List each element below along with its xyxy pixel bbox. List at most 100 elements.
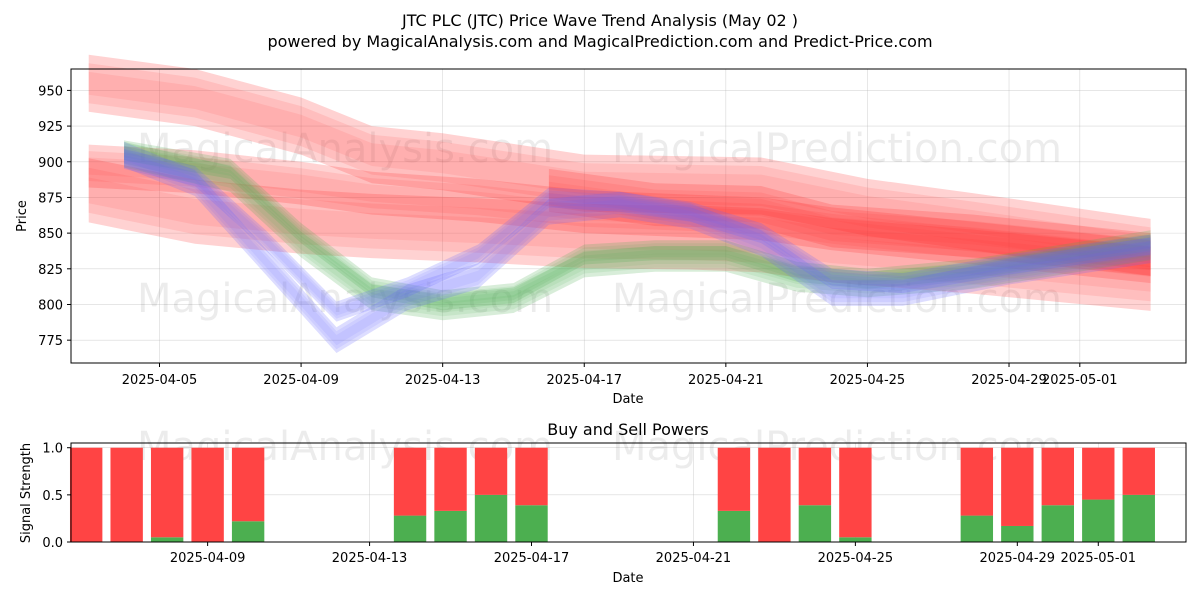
wave-band — [88, 157, 1151, 271]
sell-bar — [69, 447, 103, 542]
power-bars — [69, 447, 1155, 542]
x-tick-label: 2025-04-17 — [494, 551, 570, 566]
figure-subtitle: powered by MagicalAnalysis.com and Magic… — [267, 32, 932, 51]
sell-bar — [1001, 447, 1034, 526]
price-wave-bands — [88, 54, 1151, 353]
y-tick-label: 825 — [38, 263, 63, 278]
wave-band — [88, 71, 1151, 259]
sell-bar — [434, 447, 467, 511]
sell-bar — [839, 447, 872, 538]
x-tick-label: 2025-04-09 — [170, 551, 246, 566]
power-y-ticks: 0.0 0.5 1.0 — [42, 442, 71, 551]
price-x-ticks: 2025-04-05 2025-04-09 2025-04-13 2025-04-17… — [122, 363, 1118, 388]
buy-bar — [1001, 525, 1034, 542]
wave-band — [124, 141, 1151, 353]
wave-band — [88, 144, 1151, 284]
price-gridlines — [71, 69, 1186, 363]
y-tick-label: 0.5 — [42, 489, 63, 504]
sell-bar — [515, 447, 548, 506]
watermark: MagicalPrediction.com — [612, 126, 1062, 172]
y-tick-label: 900 — [38, 156, 63, 171]
sell-bar — [231, 447, 265, 522]
wave-band — [88, 54, 1151, 276]
x-tick-label: 2025-04-09 — [263, 373, 339, 388]
y-tick-label: 950 — [38, 84, 63, 99]
watermark: MagicalAnalysis.com — [137, 276, 553, 322]
buy-bar — [960, 515, 994, 542]
price-watermarks: MagicalAnalysis.com MagicalPrediction.co… — [137, 126, 1062, 322]
y-tick-label: 1.0 — [42, 442, 63, 457]
wave-band-green — [124, 141, 1151, 321]
price-chart: MagicalAnalysis.com MagicalPrediction.co… — [15, 54, 1187, 407]
buy-bar — [434, 510, 467, 542]
sell-bar — [191, 447, 224, 542]
x-tick-label: 2025-04-25 — [818, 551, 894, 566]
y-tick-label: 850 — [38, 227, 63, 242]
price-plot-frame — [70, 68, 1187, 364]
wave-band-red — [88, 144, 1151, 284]
wave-band — [124, 140, 1151, 311]
wave-band-blue — [124, 148, 1151, 322]
watermark: MagicalAnalysis.com — [137, 126, 553, 172]
y-tick-label: 875 — [38, 191, 63, 206]
price-plot-area — [71, 69, 1186, 363]
y-tick-label: 925 — [38, 120, 63, 135]
y-tick-label: 775 — [38, 334, 63, 349]
x-tick-label: 2025-04-29 — [980, 551, 1056, 566]
wave-band — [548, 168, 1151, 276]
x-tick-label: 2025-04-21 — [656, 551, 732, 566]
power-y-axis-label: Signal Strength — [19, 443, 34, 543]
watermark: MagicalPrediction.com — [612, 424, 1062, 470]
y-tick-label: 800 — [38, 298, 63, 313]
wave-band — [548, 181, 1151, 264]
sell-bar — [1041, 447, 1074, 506]
x-tick-label: 2025-04-13 — [405, 373, 481, 388]
wave-band — [124, 145, 1151, 350]
wave-band-red — [548, 168, 1151, 276]
y-tick-label: 0.0 — [42, 536, 63, 551]
figure-title: JTC PLC (JTC) Price Wave Trend Analysis … — [401, 11, 798, 30]
watermark: MagicalPrediction.com — [612, 276, 1062, 322]
x-tick-label: 2025-04-13 — [332, 551, 408, 566]
x-tick-label: 2025-05-01 — [1042, 373, 1118, 388]
wave-band-red — [88, 54, 1151, 276]
sell-bar — [798, 447, 832, 506]
buy-bar — [1041, 505, 1074, 542]
wave-band — [124, 148, 1151, 322]
power-chart: Buy and Sell Powers MagicalAnalysis.com … — [19, 420, 1187, 586]
x-tick-label: 2025-04-21 — [688, 373, 764, 388]
sell-bar — [717, 447, 751, 511]
buy-bar — [839, 537, 872, 542]
sell-bar — [1082, 447, 1115, 500]
sell-bar — [150, 447, 184, 538]
x-tick-label: 2025-04-29 — [971, 373, 1047, 388]
power-plot-frame — [70, 442, 1187, 543]
wave-band — [124, 151, 1151, 319]
wave-band — [88, 158, 1151, 311]
buy-bar — [150, 537, 184, 542]
sell-bar — [110, 447, 143, 542]
buy-bar — [1082, 499, 1115, 542]
wave-band — [88, 63, 1151, 268]
wave-band-red — [88, 158, 1151, 311]
buy-bar — [474, 494, 508, 542]
price-x-axis-label: Date — [612, 392, 643, 407]
wave-band-green — [124, 140, 1151, 311]
x-tick-label: 2025-04-25 — [830, 373, 906, 388]
wave-band — [88, 167, 1151, 302]
wave-band — [124, 141, 1151, 321]
sell-bar — [474, 447, 508, 495]
wave-band — [88, 151, 1151, 277]
buy-bar — [798, 505, 832, 542]
buy-bar — [1122, 494, 1155, 542]
sell-bar — [393, 447, 427, 516]
sell-bar — [1122, 447, 1155, 495]
buy-bar — [515, 505, 548, 542]
wave-band — [124, 149, 1151, 346]
price-y-ticks: 775 800 825 850 875 900 925 950 — [38, 84, 71, 349]
x-tick-label: 2025-04-17 — [546, 373, 622, 388]
wave-band — [124, 145, 1151, 317]
power-x-ticks: 2025-04-09 2025-04-13 2025-04-17 2025-04-21… — [170, 542, 1136, 566]
